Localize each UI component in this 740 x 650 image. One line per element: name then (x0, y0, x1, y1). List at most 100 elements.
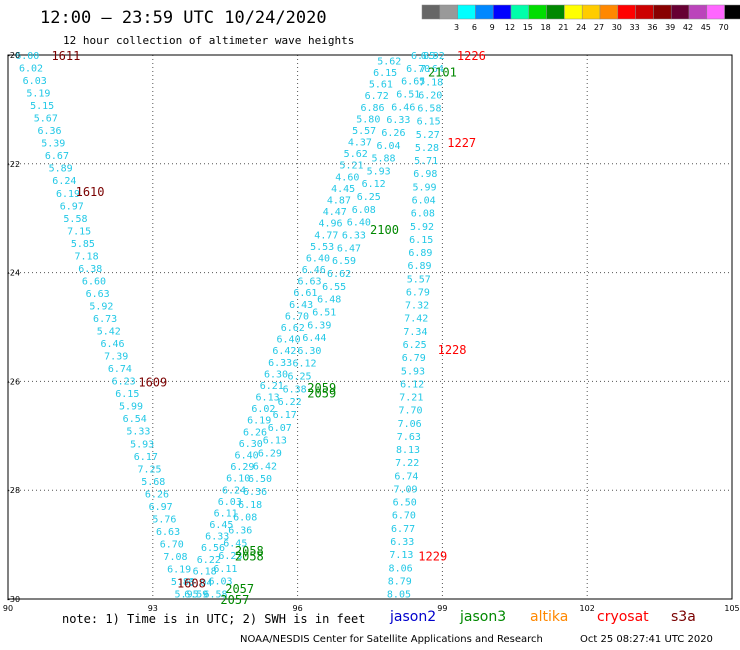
wave-height-value: 5.57 (352, 126, 376, 137)
wave-height-value: 5.92 (410, 222, 434, 233)
wave-height-value: 6.56 (201, 543, 225, 554)
colorbar-label: 24 (576, 23, 586, 32)
wave-height-value: 6.12 (292, 359, 316, 370)
wave-height-value: 6.70 (285, 311, 309, 322)
x-tick-label: 102 (580, 604, 595, 613)
wave-height-value: 6.58 (417, 104, 441, 115)
wave-height-value: 6.42 (253, 461, 277, 472)
wave-height-value: 6.22 (278, 397, 302, 408)
wave-height-value: 7.08 (163, 552, 187, 563)
wave-height-value: 5.85 (71, 239, 95, 250)
colorbar-label: 33 (630, 23, 640, 32)
y-tick-label: -30 (7, 595, 20, 604)
pass-time-label: 2101 (428, 65, 457, 79)
wave-height-value: 6.60 (82, 276, 106, 287)
footer-note: note: 1) Time is in UTC; 2) SWH is in fe… (62, 612, 366, 626)
colorbar-label: 18 (541, 23, 551, 32)
colorbar-label: 36 (647, 23, 657, 32)
wave-height-value: 6.13 (256, 393, 280, 404)
y-tick-label: -28 (7, 486, 20, 495)
wave-height-value: 6.15 (373, 68, 397, 79)
wave-height-value: 6.55 (322, 282, 346, 293)
wave-height-value: 6.98 (413, 169, 437, 180)
footer-credit: NOAA/NESDIS Center for Satellite Applica… (240, 634, 543, 645)
wave-height-value: 6.50 (393, 498, 417, 509)
wave-height-value: 6.03 (208, 577, 232, 588)
wave-height-value: 6.92 (421, 51, 445, 62)
wave-height-value: 6.25 (357, 192, 381, 203)
colorbar-swatch (510, 4, 530, 20)
legend-altika: altika (530, 609, 569, 625)
wave-height-value: 6.03 (218, 497, 242, 508)
wave-height-value: 6.67 (45, 151, 69, 162)
colorbar-swatch (724, 4, 740, 20)
colorbar-swatch (528, 4, 547, 20)
y-tick-label: -20 (7, 51, 20, 60)
wave-height-value: 6.54 (123, 414, 147, 425)
wave-height-value: 6.79 (406, 287, 430, 298)
colorbar-label: 9 (490, 23, 495, 32)
wave-height-value: 6.77 (391, 524, 415, 535)
wave-height-value: 6.42 (272, 346, 296, 357)
wave-height-value: 6.23 (218, 551, 242, 562)
wave-height-value: 5.93 (130, 439, 154, 450)
wave-height-value: 7.09 (394, 484, 418, 495)
wave-height-value: 6.63 (298, 277, 322, 288)
colorbar-label: 42 (683, 23, 693, 32)
wave-height-value: 6.25 (288, 372, 312, 383)
wave-height-value: 6.74 (394, 471, 418, 482)
wave-height-value: 6.50 (248, 474, 272, 485)
wave-height-value: 6.15 (417, 117, 441, 128)
legend-s3a: s3a (671, 609, 696, 625)
wave-height-value: 6.59 (332, 256, 356, 267)
wave-height-value: 6.18 (193, 566, 217, 577)
colorbar-swatch (617, 4, 636, 20)
wave-height-value: 6.97 (149, 502, 173, 513)
pass-time-label: 2059 (307, 381, 336, 395)
colorbar-swatch (599, 4, 619, 20)
wave-height-value: 5.61 (369, 80, 393, 91)
wave-height-value: 5.76 (152, 514, 176, 525)
wave-height-value: 5.27 (416, 130, 440, 141)
x-tick-label: 90 (3, 604, 13, 613)
wave-height-value: 5.71 (414, 156, 438, 167)
wave-height-value: 6.29 (258, 449, 282, 460)
wave-height-value: 6.79 (402, 353, 426, 364)
y-tick-label: -22 (7, 160, 20, 169)
wave-height-value: 6.08 (352, 205, 376, 216)
wave-height-value: 5.99 (119, 402, 143, 413)
wave-height-value: 6.24 (222, 485, 246, 496)
wave-height-value: 5.99 (412, 182, 436, 193)
wave-height-value: 6.07 (268, 423, 292, 434)
legend-jason2: jason2 (390, 609, 437, 625)
pass-time-label: 2057 (225, 582, 254, 596)
colorbar-swatch (670, 4, 690, 20)
colorbar-swatch (688, 4, 708, 20)
colorbar-label: 27 (594, 23, 604, 32)
pass-time-label: 1227 (447, 136, 476, 150)
colorbar-label: 15 (523, 23, 533, 32)
wave-height-value: 5.68 (141, 477, 165, 488)
x-tick-label: 96 (293, 604, 303, 613)
pass-time-label: 1228 (438, 343, 467, 357)
wave-height-value: 6.02 (251, 404, 275, 415)
pass-time-label: 2058 (235, 549, 264, 563)
wave-height-value: 6.70 (406, 64, 430, 75)
legend-cryosat: cryosat (597, 609, 649, 625)
colorbar-swatch (475, 4, 494, 20)
wave-height-value: 6.39 (307, 320, 331, 331)
x-tick-label: 105 (724, 604, 739, 613)
colorbar-label: 21 (558, 23, 568, 32)
wave-height-value: 6.45 (223, 538, 247, 549)
wave-height-value: 5.92 (89, 301, 113, 312)
wave-height-value: 6.72 (365, 91, 389, 102)
wave-height-value: 6.38 (78, 264, 102, 275)
wave-height-value: 5.57 (407, 274, 431, 285)
axis-labels: 90 93 96 99 102 105 -20 -22 -24 -26 -28 -30 (3, 51, 740, 613)
page-title: 12:00 – 23:59 UTC 10/24/2020 (40, 8, 327, 28)
wave-height-value: 6.13 (263, 436, 287, 447)
wave-height-value: 5.42 (97, 327, 121, 338)
wave-height-value: 6.23 (112, 377, 136, 388)
